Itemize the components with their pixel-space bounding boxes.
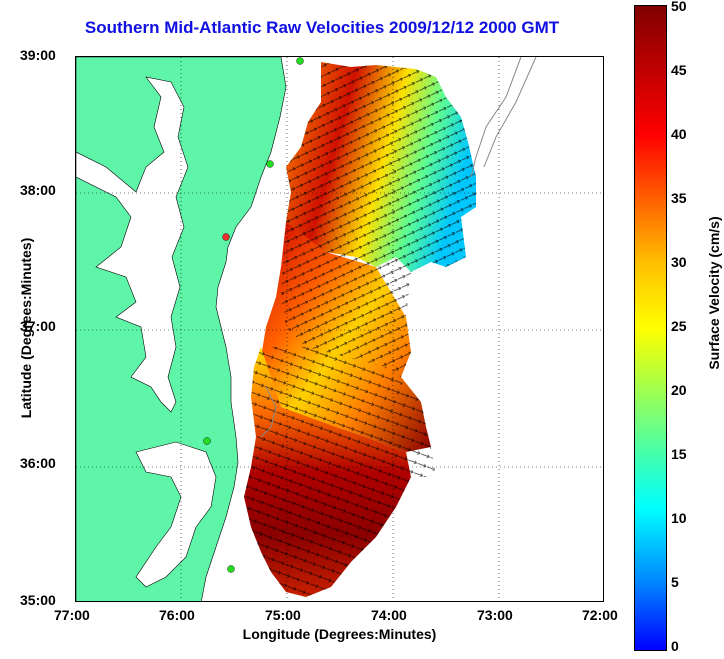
y-tick-label: 39:00 [20,47,56,63]
colorbar-tick: 30 [671,254,687,270]
bathymetry-contour [470,57,522,178]
map-title: Southern Mid-Atlantic Raw Velocities 200… [84,18,560,37]
y-tick-label: 37:00 [20,318,56,334]
x-tick-label: 76:00 [159,607,195,623]
x-axis-label: Longitude (Degrees:Minutes) [242,626,437,642]
velocity-arrows [281,62,476,377]
colorbar-tick: 45 [671,62,687,78]
colorbar-tick: 25 [671,318,687,334]
velocity-arrows-south [244,347,436,597]
sound-water [135,441,217,588]
colorbar-tick: 50 [671,0,687,14]
radar-station [227,565,235,573]
bathymetry-contour [260,386,277,438]
x-tick-label: 74:00 [371,607,407,623]
map-canvas [76,57,603,601]
colorbar-tick: 10 [671,510,687,526]
radar-station [203,437,211,445]
colorbar-tick: 40 [671,126,687,142]
colorbar-tick: 5 [671,574,679,590]
map-grid [76,57,603,601]
x-tick-label: 73:00 [477,607,513,623]
bathymetry-contour [483,57,537,168]
colorbar-tick: 20 [671,382,687,398]
colorbar [634,5,667,651]
colorbar-label: Surface Velocity (cm/s) [706,216,722,370]
radar-station [222,233,230,241]
radar-station [266,160,274,168]
x-tick-label: 77:00 [54,607,90,623]
map-frame [75,56,604,602]
colorbar-tick: 0 [671,638,679,654]
bay-water [76,76,189,413]
y-tick-label: 35:00 [20,592,56,608]
y-tick-label: 38:00 [20,182,56,198]
colorbar-tick: 15 [671,446,687,462]
colorbar-tick: 35 [671,190,687,206]
y-tick-label: 36:00 [20,455,56,471]
x-tick-label: 75:00 [265,607,301,623]
radar-station [296,57,304,65]
x-tick-label: 72:00 [582,607,618,623]
